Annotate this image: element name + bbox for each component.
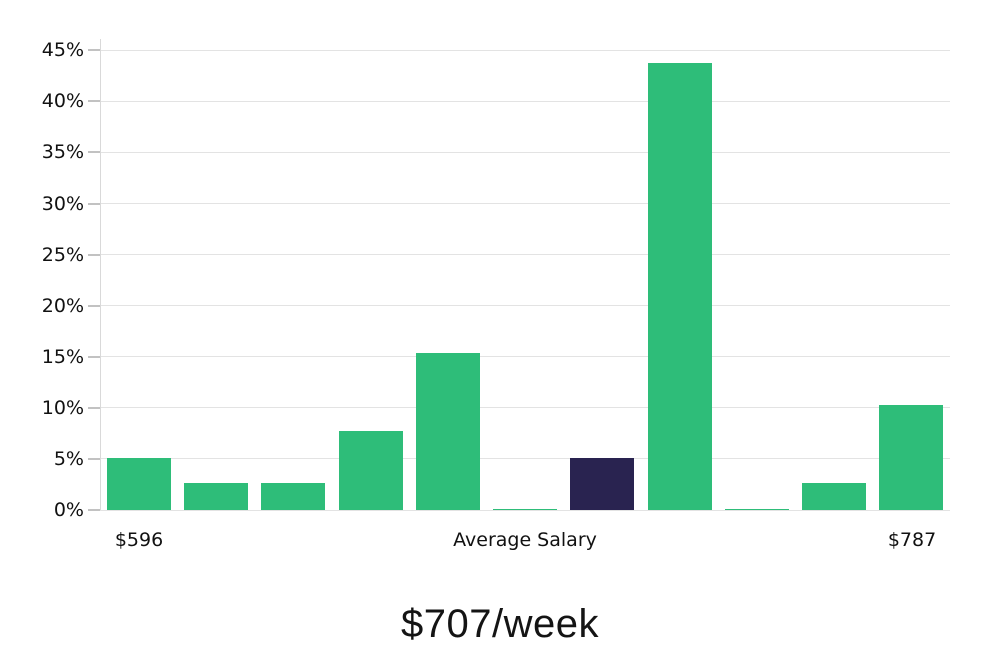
y-axis-tick: [88, 49, 100, 52]
gridline-5%: [100, 458, 950, 460]
salary-bucket-bar: [647, 62, 712, 510]
y-axis-tick-label: 10%: [41, 396, 84, 419]
gridline-0%: [100, 509, 950, 511]
salary-bucket-bar: [261, 483, 326, 510]
y-axis-tick-label: 35%: [41, 141, 84, 164]
y-axis-tick: [88, 253, 100, 256]
gridline-40%: [100, 100, 950, 102]
y-axis-tick-label: 20%: [41, 294, 84, 317]
y-axis-tick-label: 45%: [41, 39, 84, 62]
y-axis-tick: [88, 151, 100, 154]
salary-bucket-bar: [415, 352, 480, 510]
y-axis-line: [99, 39, 101, 510]
y-axis-tick: [88, 100, 100, 103]
y-axis-tick-label: 0%: [53, 499, 84, 521]
y-axis-tick-label: 5%: [53, 447, 84, 470]
gridline-15%: [100, 356, 950, 358]
salary-bucket-bar: [724, 508, 789, 510]
salary-bucket-bar: [493, 508, 557, 510]
y-axis-tick-label: 30%: [41, 192, 84, 215]
x-axis-label-average-salary: Average Salary: [453, 529, 597, 551]
gridline-35%: [100, 151, 950, 153]
gridline-20%: [100, 305, 950, 307]
salary-bucket-bar: [183, 483, 248, 510]
y-axis-tick-label: 25%: [41, 243, 84, 266]
salary-bucket-bar: [879, 404, 944, 510]
salary-bucket-bar: [106, 457, 171, 510]
salary-bucket-bar: [338, 431, 403, 510]
y-axis-tick: [88, 406, 100, 409]
y-axis-tick: [88, 202, 100, 205]
y-axis-tick-label: 15%: [41, 345, 84, 368]
highlighted-average-salary-bar: [570, 457, 635, 510]
x-axis-label-min-salary: $596: [114, 529, 164, 551]
gridline-30%: [100, 203, 950, 204]
y-axis-tick-label: 40%: [41, 90, 84, 113]
gridline-45%: [100, 49, 950, 51]
y-axis-tick: [88, 355, 100, 358]
y-axis-tick: [88, 457, 100, 460]
gridline-25%: [100, 254, 950, 256]
y-axis-tick: [88, 304, 100, 307]
gridline-10%: [100, 407, 950, 409]
x-axis-label-max-salary: $787: [887, 529, 937, 551]
y-axis-tick: [88, 509, 100, 511]
chart-title-average-weekly-salary: $707/week: [401, 602, 599, 646]
salary-bucket-bar: [802, 483, 867, 510]
